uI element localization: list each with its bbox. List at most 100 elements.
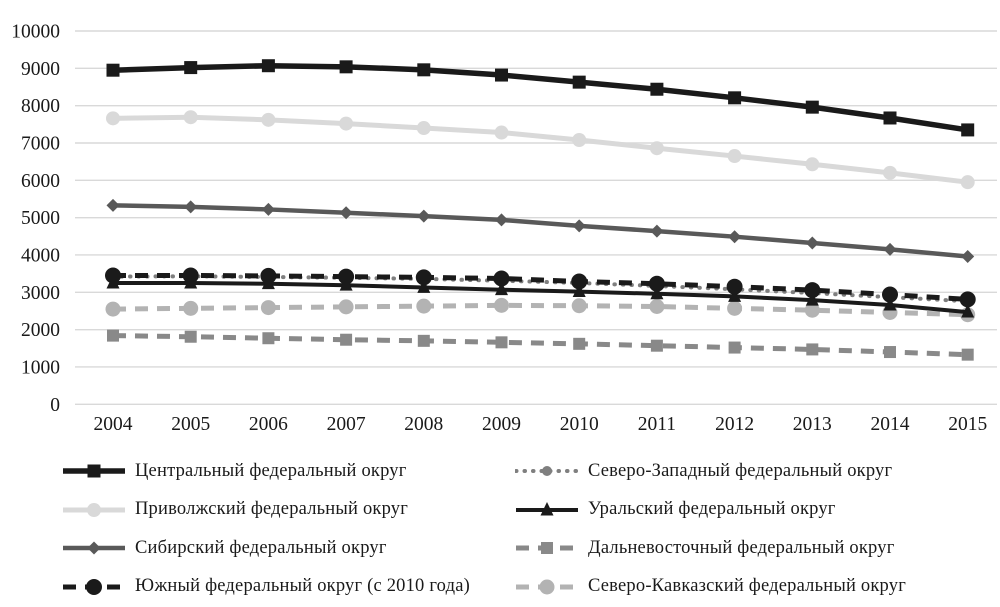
data-point: [572, 133, 587, 148]
data-point: [417, 279, 431, 293]
legend-marker-central: [63, 464, 125, 478]
data-point: [338, 268, 355, 285]
data-point: [959, 291, 976, 308]
data-point: [260, 300, 276, 316]
legend-marker-shape: [540, 501, 554, 516]
data-point: [106, 63, 120, 77]
data-point: [960, 175, 975, 190]
data-point: [572, 283, 586, 298]
legend-marker-shape: [87, 464, 101, 478]
series-line-ural: [113, 280, 968, 315]
data-point: [571, 273, 588, 290]
x-axis-tick-label: 2009: [482, 414, 521, 435]
legend-label-siberian: Сибирский федеральный округ: [135, 537, 387, 558]
legend-label-northcaucasian: Северо-Кавказский федеральный округ: [588, 576, 906, 597]
data-point: [107, 329, 119, 342]
series-volga: [106, 110, 975, 190]
legend-marker-ural: [516, 501, 578, 516]
data-point: [804, 282, 821, 299]
data-point: [648, 275, 665, 292]
data-point: [727, 149, 742, 164]
legend-label-fareastern: Дальневосточный федеральный округ: [588, 537, 895, 558]
data-point: [572, 219, 586, 233]
data-point: [261, 59, 275, 73]
data-point: [572, 75, 586, 89]
legend-item-fareastern: Дальневосточный федеральный округ: [515, 538, 1000, 559]
data-point: [650, 339, 663, 352]
series-line-northcaucasian: [112, 302, 968, 318]
legend-marker-shape: [87, 502, 101, 517]
x-axis-tick-label: 2010: [560, 414, 599, 435]
x-axis-tick-label: 2014: [871, 414, 910, 435]
data-point: [262, 332, 275, 345]
y-axis-tick-label: 4000: [21, 245, 60, 266]
data-point: [883, 296, 897, 311]
data-point: [961, 304, 975, 318]
y-axis-tick-label: 6000: [21, 171, 60, 192]
data-point: [649, 298, 665, 314]
data-point: [417, 63, 431, 77]
x-axis-tick-label: 2006: [249, 414, 288, 435]
data-point: [805, 292, 819, 306]
data-point: [573, 337, 586, 350]
data-point: [105, 267, 121, 284]
legend-marker-shape: [539, 579, 555, 595]
legend-marker-northwestern: [515, 466, 579, 477]
data-point: [806, 343, 819, 356]
legend-label-northwestern: Северо-Западный федеральный округ: [588, 460, 893, 481]
data-point: [417, 334, 430, 347]
data-point: [106, 111, 120, 126]
y-axis-tick-label: 1000: [21, 357, 60, 378]
series-line-central: [112, 62, 969, 133]
data-point: [883, 111, 897, 125]
legend-marker-shape: [542, 466, 552, 477]
legend-item-volga: Приволжский федеральный округ: [62, 499, 515, 520]
data-point: [494, 297, 509, 313]
legend-label-ural: Уральский федеральный округ: [588, 499, 836, 520]
x-axis-tick-label: 2015: [948, 414, 987, 435]
legend-marker-shape: [87, 541, 101, 555]
data-point: [728, 341, 741, 354]
x-axis-tick-label: 2011: [638, 414, 676, 435]
data-point: [415, 269, 432, 286]
data-point: [184, 200, 198, 214]
data-point: [883, 165, 897, 180]
legend-item-ural: Уральский федеральный округ: [515, 499, 1000, 520]
data-point: [416, 298, 432, 314]
x-axis-tick-label: 2013: [793, 414, 832, 435]
series-siberian: [106, 198, 975, 263]
data-point: [884, 346, 896, 359]
x-axis-tick-label: 2008: [404, 414, 443, 435]
data-point: [650, 82, 664, 96]
series-line-siberian: [112, 203, 968, 259]
legend-label-volga: Приволжский федеральный округ: [135, 499, 409, 520]
legend-marker-volga: [63, 502, 125, 517]
data-point: [105, 301, 121, 317]
legend-marker-fareastern: [516, 542, 578, 555]
data-point: [883, 242, 897, 256]
y-axis-tick-label: 0: [50, 395, 60, 416]
data-point: [339, 206, 353, 220]
data-point: [728, 230, 742, 244]
legend-marker-southern: [63, 578, 125, 595]
data-point: [650, 285, 664, 300]
series-southern: [105, 267, 976, 308]
x-axis-tick-label: 2007: [327, 414, 366, 435]
legend-marker-northcaucasian: [516, 579, 578, 595]
data-point: [728, 91, 742, 105]
x-axis-tick-label: 2005: [171, 414, 210, 435]
series-central: [106, 59, 975, 137]
data-point: [805, 236, 819, 250]
data-point: [261, 202, 275, 216]
x-axis-tick-label: 2012: [715, 414, 754, 435]
data-point: [339, 60, 353, 74]
data-point: [261, 112, 276, 127]
y-axis-tick-label: 8000: [21, 96, 60, 117]
x-axis-tick-label: 2004: [94, 414, 133, 435]
data-point: [495, 213, 508, 227]
y-axis-tick-label: 3000: [21, 283, 60, 304]
line-chart-plot: 0 1000 2000 3000 4000 5000 6000 7000 8000 9000 100…: [11, 22, 997, 435]
data-point: [260, 267, 277, 284]
data-point: [184, 61, 198, 75]
